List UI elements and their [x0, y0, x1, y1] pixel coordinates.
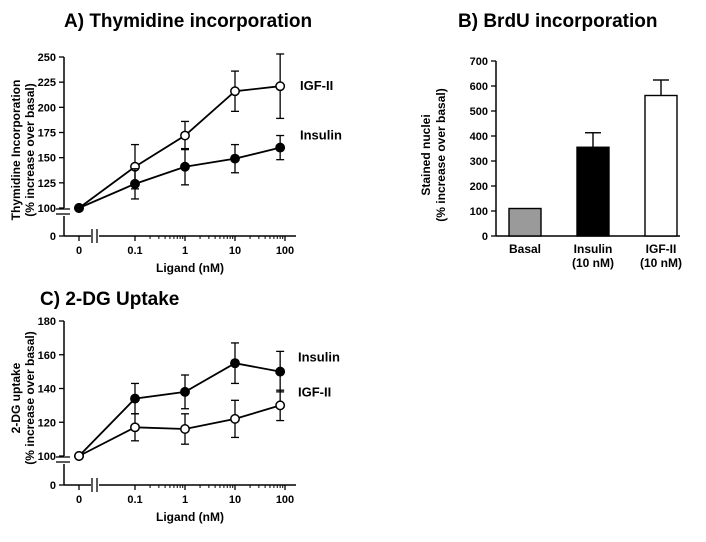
y-tick-label: 0 [50, 480, 56, 492]
panel-title: B) BrdU incorporation [458, 11, 658, 32]
data-point-insulin [230, 358, 240, 369]
category-label: IGF-II [646, 242, 677, 256]
series-label-igf-ii: IGF-II [298, 384, 331, 399]
data-point-insulin [275, 142, 286, 153]
x-tick-label: 10 [229, 245, 241, 257]
category-label: Basal [509, 242, 541, 256]
x-tick-label: 100 [276, 245, 294, 257]
data-point-igf-ii [74, 451, 84, 461]
series-line-insulin [78, 146, 281, 209]
y-tick-label: 400 [470, 131, 488, 143]
data-point-igf-ii [230, 413, 240, 424]
data-point-insulin [180, 386, 190, 397]
y-tick-label: 100 [470, 206, 488, 218]
y-tick-label: 250 [38, 52, 56, 64]
series-line-insulin [78, 362, 281, 457]
y-axis-label: (% increase over basal) [434, 88, 448, 221]
data-point-insulin [180, 161, 190, 172]
y-tick-label: 120 [38, 417, 56, 429]
data-point-igf-ii [275, 400, 286, 411]
y-tick-label: 150 [38, 153, 56, 165]
data-point-insulin [130, 178, 140, 189]
panel-title: A) Thymidine incorporation [64, 11, 312, 32]
data-point-igf-ii [180, 424, 190, 434]
y-tick-label: 500 [470, 106, 488, 118]
x-axis-label: Ligand (nM) [156, 261, 224, 275]
y-tick-label: 100 [38, 203, 56, 215]
data-point-insulin [275, 366, 286, 377]
y-tick-label: 225 [38, 77, 56, 89]
x-tick-label: 0.1 [127, 245, 142, 257]
category-label: Insulin [574, 242, 613, 256]
x-tick-label: 0 [76, 245, 82, 257]
panel-c: C) 2-DG Uptake 100 120 140 160 180 0 0 0.1 1 10 100… [9, 289, 340, 524]
x-tick-label: 1 [182, 494, 188, 506]
panel-title: C) 2-DG Uptake [40, 289, 179, 310]
data-point-igf-ii [130, 422, 140, 433]
y-axis-label: (% increase over basal) [23, 83, 37, 216]
data-point-igf-ii [180, 130, 190, 141]
y-tick-label: 600 [470, 81, 488, 93]
data-point-insulin [230, 153, 240, 164]
y-axis-label: Thymidine Incorporation [9, 80, 23, 221]
x-tick-label: 1 [182, 245, 188, 257]
series-line-igf-ii [78, 404, 281, 457]
data-point-igf-ii [275, 81, 286, 92]
x-tick-label: 0.1 [127, 494, 142, 506]
y-tick-label: 180 [38, 316, 56, 328]
data-point-insulin [130, 393, 140, 404]
panel-a: A) Thymidine incorporation10012515017520… [9, 11, 342, 275]
panel-b: B) BrdU incorporation 0 100 200 300 400 500 600… [419, 11, 682, 270]
y-tick-label: 300 [470, 156, 488, 168]
x-tick-label: 10 [229, 494, 241, 506]
series-label-igf-ii: IGF-II [300, 78, 333, 93]
bar [508, 207, 542, 237]
series-label-insulin: Insulin [300, 128, 342, 143]
bar [644, 94, 678, 237]
data-point-insulin [74, 203, 84, 213]
category-label: (10 nM) [572, 256, 614, 270]
y-tick-label: 0 [50, 231, 56, 243]
y-tick-label: 160 [38, 350, 56, 362]
y-tick-label: 0 [482, 231, 488, 243]
x-tick-label: 0 [76, 494, 82, 506]
y-axis-label: Stained nuclei [419, 114, 433, 195]
y-axis-label: (% increase over basal) [23, 331, 37, 464]
bar [576, 146, 610, 237]
x-tick-label: 100 [276, 494, 294, 506]
y-tick-label: 175 [38, 128, 56, 140]
y-tick-label: 100 [38, 451, 56, 463]
y-tick-label: 200 [38, 102, 56, 114]
y-tick-label: 700 [470, 56, 488, 68]
x-axis-label: Ligand (nM) [156, 510, 224, 524]
series-line-igf-ii [78, 85, 281, 209]
y-tick-label: 200 [470, 181, 488, 193]
y-tick-label: 140 [38, 384, 56, 396]
y-axis-label: 2-DG uptake [9, 362, 23, 433]
category-label: (10 nM) [640, 256, 682, 270]
series-label-insulin: Insulin [298, 350, 340, 365]
data-point-igf-ii [230, 86, 240, 97]
y-tick-label: 125 [38, 178, 56, 190]
